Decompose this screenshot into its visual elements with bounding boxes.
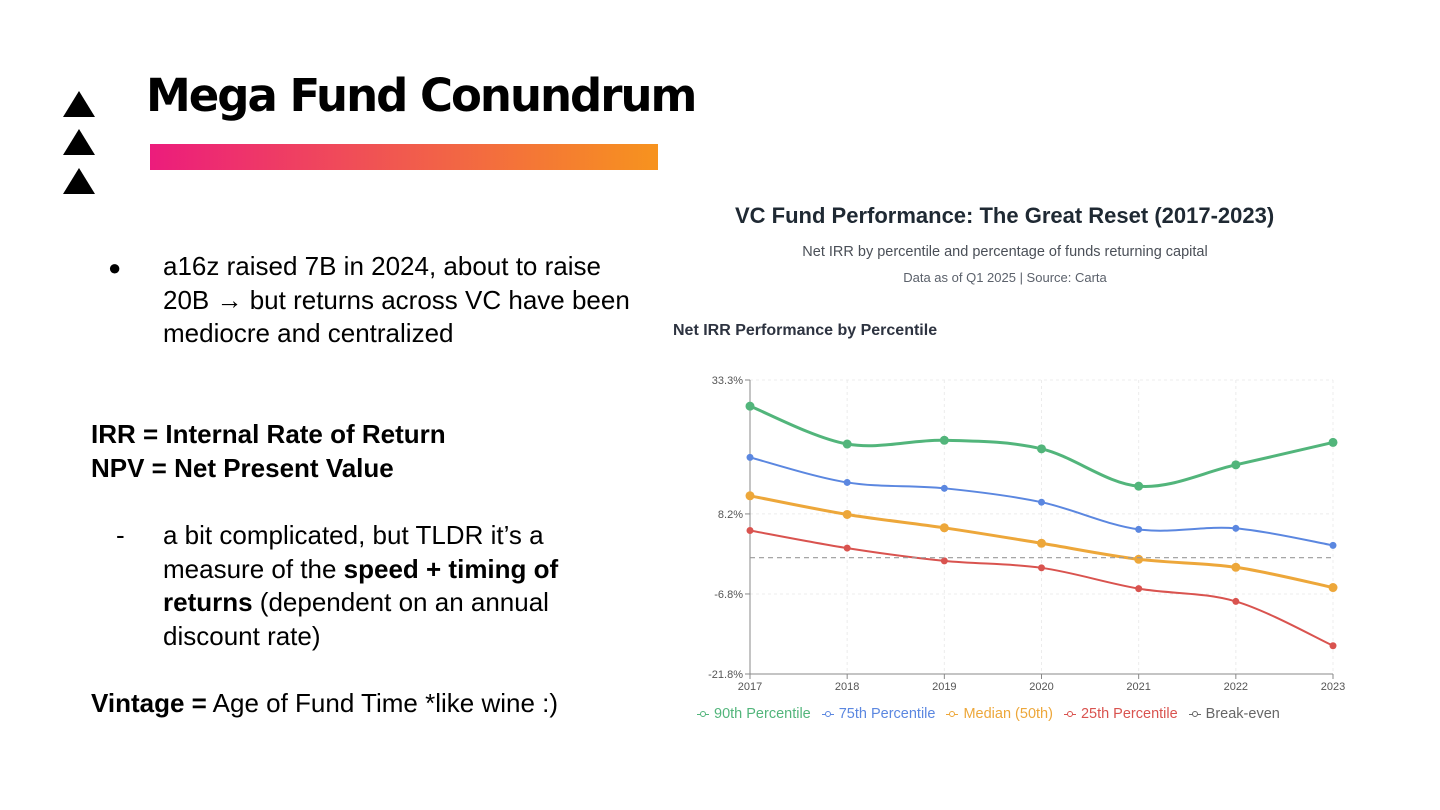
bullet-text: a16z raised 7B in 2024, about to raise 2… [163,251,630,348]
data-point [843,544,851,552]
data-point [1231,460,1241,470]
y-tick-label: -6.8% [714,589,743,601]
data-point [842,439,852,449]
chart-title: VC Fund Performance: The Great Reset (20… [735,203,1275,228]
data-point [1037,538,1046,548]
irr-explanation: a bit complicated, but TLDR it’s a measu… [163,519,633,653]
legend-label: 90th Percentile [714,706,811,722]
legend-marker-icon [946,710,959,718]
data-point [1134,481,1144,491]
data-point [1329,642,1337,650]
data-point [843,478,851,486]
legend-marker-icon [1063,710,1076,718]
npv-definition: NPV = Net Present Value [91,453,394,483]
legend-label: 25th Percentile [1080,706,1178,722]
dash-symbol: - [116,520,125,550]
irr-definition: IRR = Internal Rate of Return [91,419,446,449]
data-point [1328,437,1338,447]
data-point [745,401,755,411]
data-point [746,526,754,534]
legend-item: Break-even [1188,706,1280,722]
x-tick-label: 2021 [1126,681,1150,693]
data-point [1232,524,1240,532]
data-point [1038,498,1045,506]
triangle-icon [63,168,95,194]
bullet-symbol: ● [108,255,122,280]
data-point [1232,597,1240,605]
data-point [745,491,755,501]
irr-line-chart: 33.3% 8.2% -6.8% -21.8%2017 2018 2019 2020 2021… [708,375,1345,693]
triangle-icon [63,91,95,117]
chart-subtitle: Net IRR by percentile and percentage of … [802,244,1208,260]
chart-legend: 90th Percentile 75th Percentile Median (50… [697,706,1280,722]
triangle-icon [63,129,95,155]
x-tick-label: 2017 [738,681,762,693]
legend-marker-icon [1188,710,1201,718]
data-point [939,435,949,445]
y-tick-label: 8.2% [718,509,743,521]
data-point [939,523,949,533]
legend-label: 75th Percentile [838,706,936,722]
title-underline-bar [150,144,658,170]
chart-section-title: Net IRR Performance by Percentile [673,322,938,339]
y-tick-label: 33.3% [712,375,743,387]
vintage-text: Age of Fund Time *like wine :) [206,688,559,718]
legend-marker-icon [821,710,834,718]
irr-explanation-text-end: (dependent on an annual discount rate) [163,587,549,651]
data-point [1231,562,1241,572]
legend-item: Median (50th) [946,706,1053,722]
legend-item: 90th Percentile [697,706,811,722]
data-point [1038,564,1045,572]
data-point [1135,525,1143,533]
y-tick-label: -21.8% [708,669,743,681]
legend-marker-icon [697,710,709,718]
legend-label: Break-even [1205,706,1280,722]
legend-item: 75th Percentile [821,706,936,722]
legend-label: Median (50th) [963,706,1053,722]
chart-source: Data as of Q1 2025 | Source: Carta [903,270,1107,285]
data-point [1328,583,1338,593]
x-tick-label: 2022 [1224,681,1248,693]
irr-explanation-bold: speed + timing of returns [163,553,559,618]
vintage-label: Vintage = [91,688,207,718]
data-point [940,484,948,492]
x-tick-label: 2018 [835,681,859,693]
data-point [746,453,754,461]
x-tick-label: 2019 [932,681,956,693]
legend-item: 25th Percentile [1063,706,1178,722]
x-tick-label: 2023 [1321,681,1345,693]
x-tick-label: 2020 [1029,681,1053,693]
data-point [940,557,948,565]
vintage-definition: Vintage = Age of Fund Time *like wine :) [91,687,558,721]
data-point [1329,541,1337,549]
data-point [1135,585,1143,593]
data-point [1134,554,1144,564]
irr-explanation-text: a bit complicated, but TLDR it’s a measu… [163,520,544,584]
data-point [842,509,852,519]
data-point [1037,444,1046,454]
slide-title: Mega Fund Conundrum [146,69,697,122]
